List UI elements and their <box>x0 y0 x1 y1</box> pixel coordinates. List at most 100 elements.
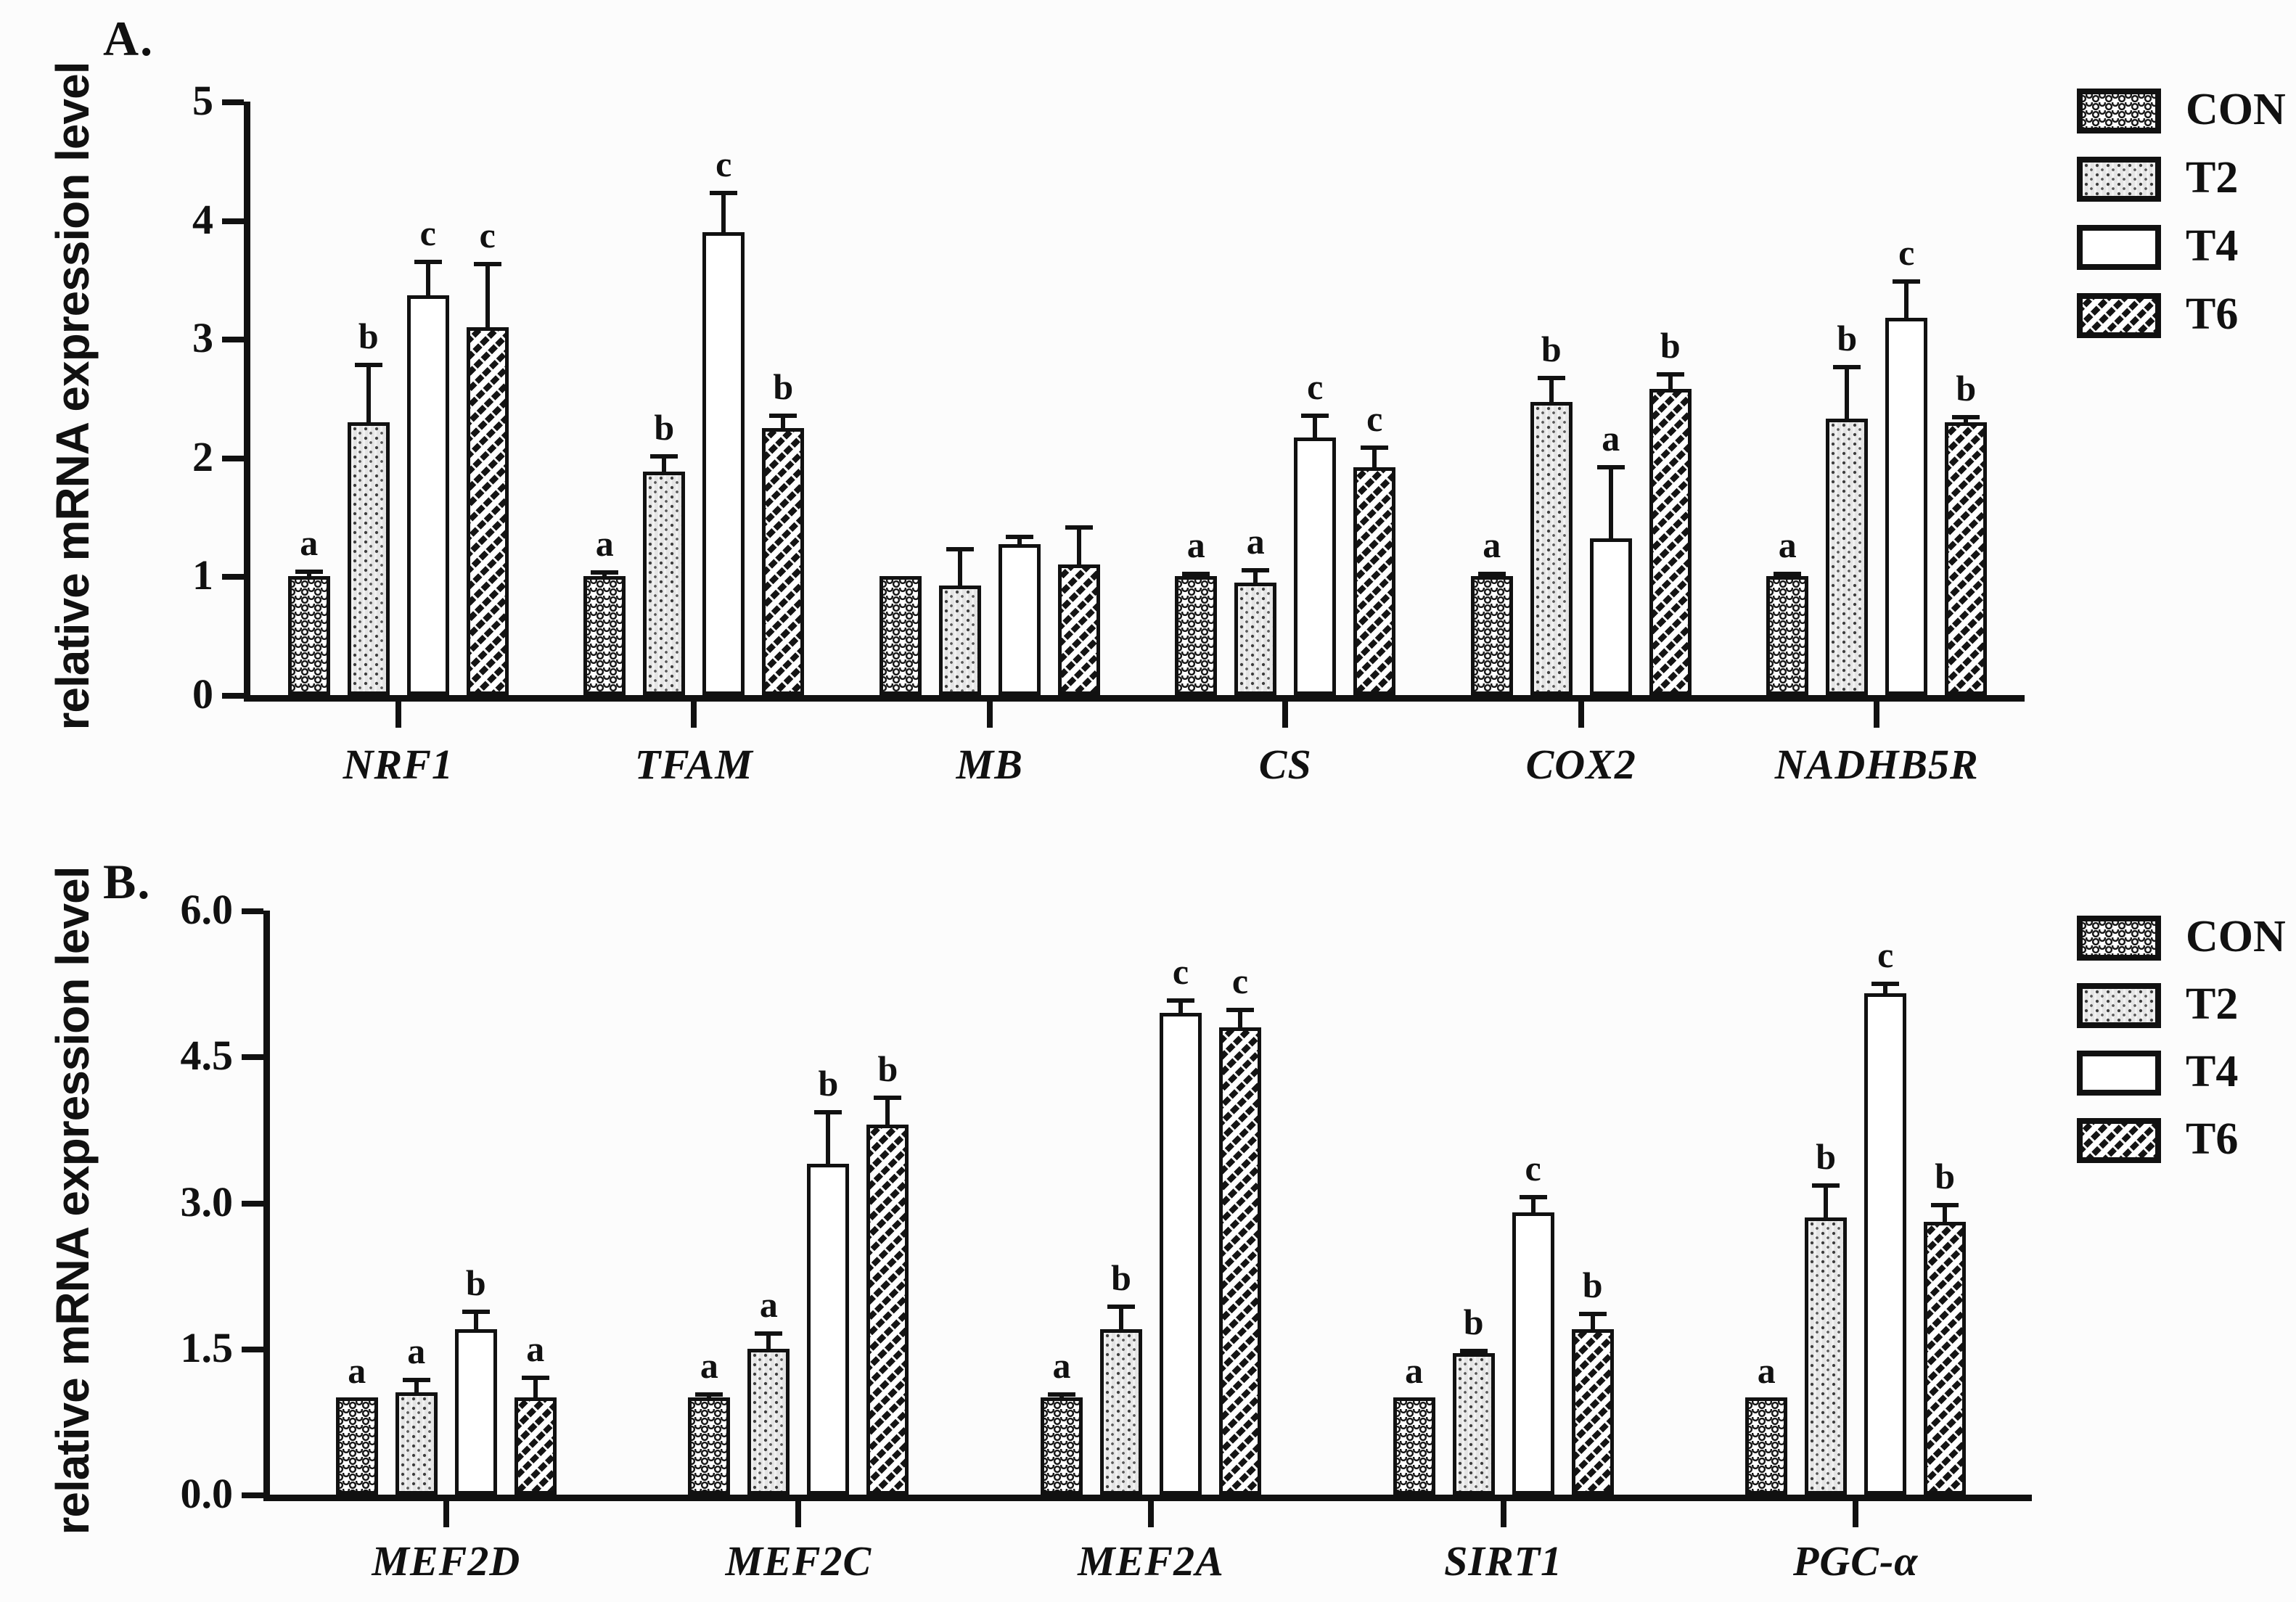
y-axis-tick <box>242 1492 263 1498</box>
bar-con-nadhb5r <box>1766 576 1809 695</box>
bar-t6-mef2d <box>514 1397 557 1495</box>
bar-t4-sirt1 <box>1512 1212 1554 1495</box>
significance-letter: c <box>1231 961 1249 1002</box>
error-bar-whisker <box>885 1095 890 1128</box>
error-bar-whisker <box>473 1310 478 1332</box>
bar-t4-nadhb5r <box>1885 317 1928 695</box>
bar-t4-mb <box>998 544 1041 695</box>
error-bar-whisker <box>1608 464 1613 542</box>
error-bar-cap <box>1107 1305 1135 1310</box>
error-bar-cap <box>1774 571 1802 576</box>
error-bar-whisker <box>1253 567 1258 586</box>
error-bar-whisker <box>721 190 726 235</box>
y-axis-tick-label: 2 <box>192 432 213 480</box>
legend-item-t6: T6 <box>2077 1114 2295 1169</box>
error-bar-cap <box>710 190 738 195</box>
panel-b: B. relative mRNA expression level 0.0 1.5… <box>0 834 2296 1602</box>
significance-letter: c <box>1525 1147 1541 1188</box>
significance-letter: b <box>465 1262 486 1304</box>
significance-letter: c <box>1307 366 1324 408</box>
significance-letter: a <box>526 1328 545 1370</box>
error-bar-cap <box>650 453 678 459</box>
bar-t4-cs <box>1294 437 1337 695</box>
x-axis-category-label: NRF1 <box>343 741 454 788</box>
bar-con-cs <box>1175 576 1218 695</box>
y-axis-tick-label: 5 <box>192 77 213 124</box>
error-bar-whisker <box>366 362 371 425</box>
error-bar-cap <box>414 259 442 264</box>
error-bar-whisker <box>1904 279 1909 321</box>
error-bar-cap <box>1301 414 1329 419</box>
significance-letter: b <box>1582 1264 1603 1305</box>
error-bar-cap <box>1952 414 1980 419</box>
error-bar-cap <box>462 1310 490 1315</box>
error-bar-whisker <box>662 453 667 475</box>
error-bar-cap <box>1005 535 1033 540</box>
error-bar-whisker <box>1119 1305 1123 1332</box>
x-axis-category-label: TFAM <box>634 741 753 788</box>
x-axis-tick <box>986 702 993 728</box>
legend-label-t6: T6 <box>2186 289 2239 339</box>
error-bar-cap <box>1833 365 1861 370</box>
error-bar-cap <box>1065 525 1093 530</box>
legend-swatch-con <box>2077 916 2161 961</box>
error-bar-whisker <box>826 1110 831 1167</box>
error-bar-cap <box>946 546 974 551</box>
error-bar-cap <box>1596 464 1625 469</box>
significance-letter: b <box>818 1063 839 1104</box>
error-bar-cap <box>1578 1311 1607 1316</box>
error-bar-cap <box>1871 981 1900 986</box>
x-axis-tick <box>443 1501 449 1527</box>
error-bar-whisker <box>1964 414 1969 425</box>
x-axis-category-label: MEF2C <box>725 1537 872 1585</box>
significance-letter: a <box>595 523 614 564</box>
error-bar-cap <box>402 1378 430 1382</box>
legend-item-con: CON <box>2077 85 2295 139</box>
x-axis-tick <box>1500 1501 1506 1527</box>
bar-t2-mb <box>938 586 981 695</box>
x-axis-tick <box>1853 1501 1859 1527</box>
significance-letter: a <box>1405 1350 1424 1391</box>
y-axis-tick-label: 6.0 <box>180 886 234 933</box>
bar-t6-cs <box>1353 467 1396 695</box>
significance-letter: a <box>759 1283 778 1325</box>
error-bar-cap <box>1477 571 1506 576</box>
significance-letter: c <box>1877 934 1894 975</box>
y-axis-tick-label: 0 <box>192 670 213 718</box>
significance-letter: a <box>1186 524 1205 565</box>
y-axis-tick-label: 1.5 <box>180 1323 234 1371</box>
y-axis-spine <box>263 911 270 1501</box>
legend-item-t6: T6 <box>2077 289 2295 344</box>
legend-item-t2: T2 <box>2077 979 2295 1034</box>
significance-letter: c <box>1172 950 1189 992</box>
bar-t2-mef2a <box>1100 1328 1142 1495</box>
significance-letter: b <box>1837 318 1858 359</box>
x-axis-tick <box>1578 702 1584 728</box>
significance-letter: a <box>1602 417 1620 459</box>
error-bar-cap <box>1182 571 1210 576</box>
significance-letter: a <box>1757 1350 1776 1391</box>
error-bar-cap <box>1361 445 1389 451</box>
error-bar-cap <box>295 569 323 574</box>
bar-t2-cox2 <box>1530 401 1573 695</box>
legend-swatch-t4 <box>2077 225 2161 270</box>
panel-b-label: B. <box>103 854 152 909</box>
bar-t2-mef2c <box>747 1348 790 1495</box>
legend-swatch-t6 <box>2077 293 2161 338</box>
significance-letter: c <box>1898 232 1915 274</box>
error-bar-whisker <box>766 1331 771 1352</box>
y-axis-tick-label: 3.0 <box>180 1178 234 1225</box>
significance-letter: b <box>654 406 675 448</box>
error-bar-cap <box>473 261 501 266</box>
y-axis-tick <box>242 1346 263 1352</box>
error-bar-whisker <box>1883 981 1888 997</box>
bar-t4-nrf1 <box>406 295 449 695</box>
y-axis-tick <box>222 337 244 343</box>
error-bar-whisker <box>1076 525 1081 568</box>
significance-letter: a <box>407 1331 426 1371</box>
legend-item-t4: T4 <box>2077 221 2295 276</box>
error-bar-cap <box>1167 998 1194 1003</box>
error-bar-whisker <box>1845 365 1850 422</box>
y-axis-tick-label: 3 <box>192 314 213 362</box>
legend-swatch-t6 <box>2077 1118 2161 1163</box>
